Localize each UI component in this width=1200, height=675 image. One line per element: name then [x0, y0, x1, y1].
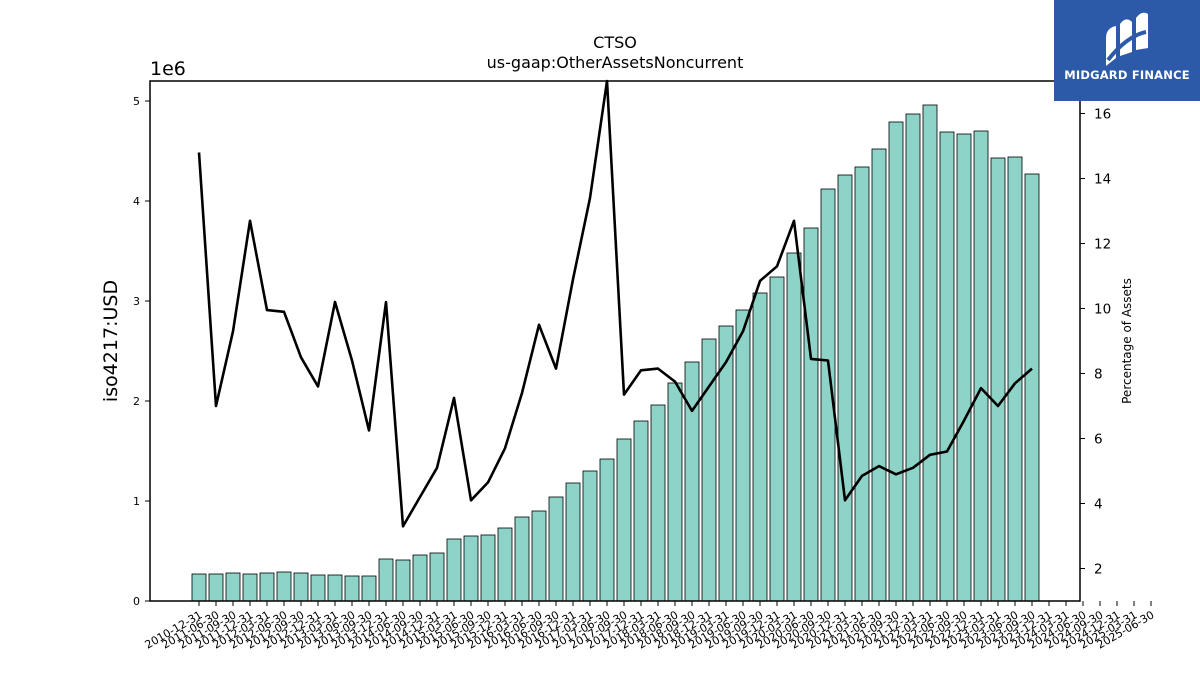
bar	[463, 535, 479, 602]
bar	[412, 554, 428, 602]
y-axis-label: iso4217:USD	[100, 280, 122, 402]
bar	[837, 174, 853, 602]
bar	[650, 404, 666, 602]
bar	[429, 552, 445, 602]
bar	[446, 538, 462, 602]
bar	[395, 559, 411, 602]
bar	[361, 575, 377, 602]
bar	[1024, 173, 1040, 602]
bar	[582, 470, 598, 602]
bar	[752, 292, 768, 602]
bar	[242, 573, 258, 602]
x-axis: 2010-12-312011-06-302011-09-302011-12-31…	[143, 601, 1157, 652]
y-tick-label: 3	[133, 295, 140, 308]
bar	[565, 482, 581, 602]
bar	[531, 510, 547, 602]
bar	[293, 572, 309, 602]
y2-tick-label: 2	[1094, 562, 1103, 578]
bar	[599, 458, 615, 602]
y2-tick-label: 6	[1094, 432, 1103, 448]
y-tick-label: 2	[133, 395, 140, 408]
bar	[684, 361, 700, 602]
bar	[888, 121, 904, 602]
y-tick-label: 5	[133, 95, 140, 108]
y2-axis-label: Percentage of Assets	[1120, 278, 1134, 404]
bar	[276, 571, 292, 602]
bar	[191, 573, 207, 602]
bar	[956, 133, 972, 602]
bar	[769, 276, 785, 602]
bar	[548, 496, 564, 602]
bar	[922, 104, 938, 602]
bar	[225, 572, 241, 602]
y-axis-multiplier: 1e6	[150, 58, 186, 80]
bar	[973, 130, 989, 602]
bar	[344, 575, 360, 602]
bar-series	[191, 104, 1040, 602]
bar	[497, 527, 513, 602]
bar	[633, 420, 649, 602]
bar	[905, 113, 921, 602]
brand-logo: MIDGARD FINANCE	[1054, 0, 1200, 101]
bar	[939, 131, 955, 602]
chart-title: CTSO	[593, 33, 637, 52]
bar	[259, 572, 275, 602]
y2-tick-label: 4	[1094, 497, 1103, 513]
bar	[480, 534, 496, 602]
y-tick-label: 4	[133, 195, 140, 208]
bar	[803, 227, 819, 602]
y2-tick-label: 12	[1094, 237, 1111, 253]
midgard-logo-icon	[1106, 12, 1148, 66]
y-axis-right: 2 4 6 8 10 12 14 16	[1080, 107, 1111, 578]
bar	[514, 516, 530, 602]
bar	[735, 309, 751, 602]
plot-frame	[149, 80, 1081, 602]
bar	[786, 252, 802, 602]
bar	[327, 574, 343, 602]
y2-tick-label: 16	[1094, 107, 1111, 123]
y-tick-label: 0	[133, 595, 140, 608]
y-axis-left: 0 1 2 3 4 5	[133, 95, 150, 608]
bar	[378, 558, 394, 602]
chart-subtitle: us-gaap:OtherAssetsNoncurrent	[487, 53, 744, 72]
bar	[310, 574, 326, 602]
bar	[616, 438, 632, 602]
bar	[871, 148, 887, 602]
line-series	[197, 79, 1033, 528]
y2-tick-label: 8	[1094, 367, 1103, 383]
y-tick-label: 1	[133, 495, 140, 508]
bar	[667, 382, 683, 602]
brand-name: MIDGARD FINANCE	[1064, 68, 1190, 82]
y2-tick-label: 10	[1094, 302, 1111, 318]
bar	[990, 157, 1006, 602]
bar	[208, 573, 224, 602]
bar	[854, 166, 870, 602]
percentage-line	[197, 79, 1033, 528]
y2-tick-label: 14	[1094, 172, 1111, 188]
